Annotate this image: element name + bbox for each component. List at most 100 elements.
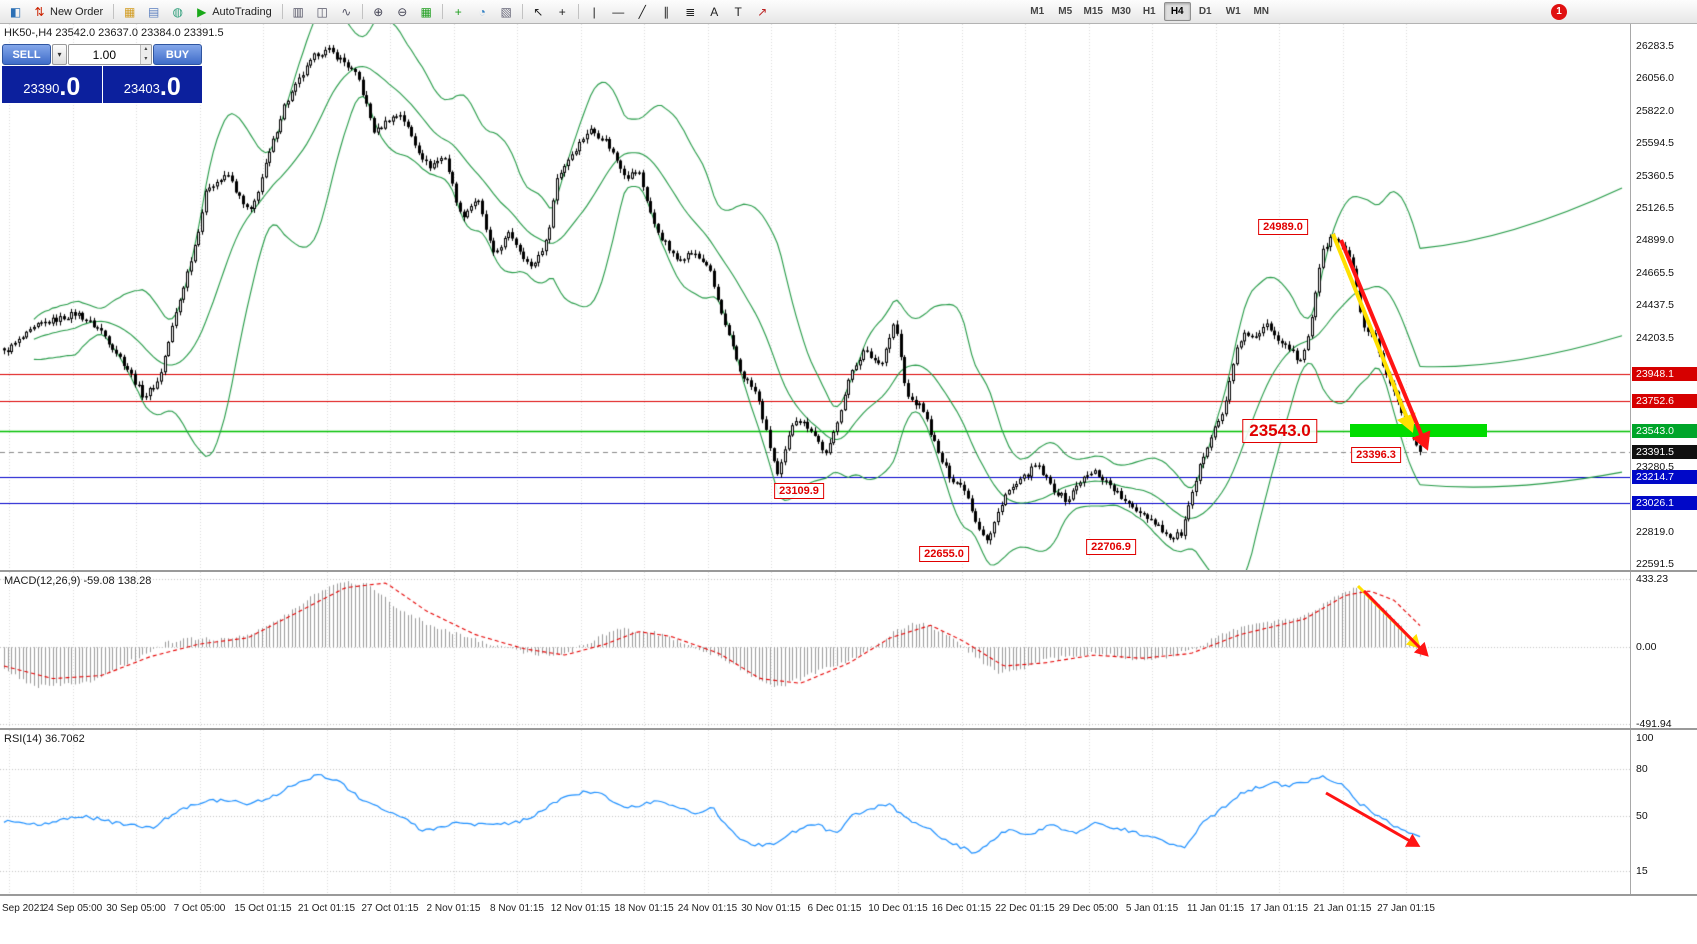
macd-canvas[interactable]	[0, 572, 1630, 728]
rsi-label: RSI(14) 36.7062	[4, 733, 85, 745]
profiles-icon[interactable]: ▤	[142, 2, 165, 22]
buy-price-frac: .0	[159, 73, 181, 101]
rsi-tick: 15	[1636, 864, 1648, 877]
channel-icon[interactable]: ∥	[655, 2, 678, 22]
text-icon: A	[710, 4, 719, 19]
bar-chart-icon[interactable]: ▥	[287, 2, 310, 22]
time-label: 27 Oct 01:15	[361, 903, 419, 914]
timeframe-m15-button[interactable]: M15	[1080, 2, 1107, 21]
fibonacci-icon[interactable]: ≣	[679, 2, 702, 22]
timeframe-m30-button[interactable]: M30	[1108, 2, 1135, 21]
price-chart-canvas[interactable]	[0, 24, 1630, 570]
arrows-icon: ↗	[757, 4, 768, 19]
volume-input[interactable]	[69, 45, 140, 64]
timeframe-toolbar: M1 M5 M15 M30 H1 H4 D1 W1 MN	[1024, 2, 1275, 21]
vertical-line-icon[interactable]: |	[583, 2, 606, 22]
time-label: 21 Jan 01:15	[1313, 903, 1372, 914]
time-label: 30 Sep 05:00	[106, 903, 166, 914]
timeframe-w1-button[interactable]: W1	[1220, 2, 1247, 21]
pane-separator[interactable]	[0, 570, 1697, 572]
buy-price-display[interactable]: 23403.0	[102, 66, 202, 103]
price-tick: 25822.0	[1636, 104, 1674, 117]
time-label: 5 Jan 01:15	[1125, 903, 1179, 914]
trendline-icon[interactable]: ╱	[631, 2, 654, 22]
macd-pane[interactable]: MACD(12,26,9) -59.08 138.28	[0, 572, 1630, 728]
rsi-pane[interactable]: RSI(14) 36.7062	[0, 730, 1630, 894]
templates-icon[interactable]: ▧	[495, 2, 518, 22]
arrows-icon[interactable]: ↗	[751, 2, 774, 22]
time-label: 7 Oct 05:00	[173, 903, 226, 914]
crosshair-icon[interactable]: +	[551, 2, 574, 22]
time-axis[interactable]: Sep 2021 24 Sep 05:00 30 Sep 05:00 7 Oct 05…	[0, 896, 1697, 924]
timeframe-mn-button[interactable]: MN	[1248, 2, 1275, 21]
toolbar-separator	[441, 4, 443, 19]
timeframe-h4-button[interactable]: H4	[1163, 2, 1191, 21]
timeframe-m5-button[interactable]: M5	[1052, 2, 1079, 21]
buy-button[interactable]: BUY	[153, 44, 202, 65]
price-tick: 24437.5	[1636, 299, 1674, 312]
label-icon: T	[734, 4, 742, 19]
rsi-tick: 50	[1636, 809, 1648, 822]
support-zone-highlight[interactable]	[1350, 424, 1487, 437]
time-label: 6 Dec 01:15	[807, 903, 862, 914]
zoom-in-icon: ⊕	[373, 4, 384, 19]
price-tick: 22591.5	[1636, 558, 1674, 571]
time-label: 12 Nov 01:15	[550, 903, 611, 914]
time-label: 22 Dec 01:15	[995, 903, 1055, 914]
tile-windows-icon[interactable]: ▦	[415, 2, 438, 22]
fibonacci-icon: ≣	[685, 4, 696, 19]
price-badge: 23948.1	[1632, 366, 1697, 381]
notifications-badge[interactable]: 1	[1551, 4, 1567, 20]
volume-down-button[interactable]: ▾	[140, 54, 151, 64]
zoom-in-icon[interactable]: ⊕	[367, 2, 390, 22]
time-label: 17 Jan 01:15	[1250, 903, 1308, 914]
zoom-out-icon[interactable]: ⊖	[391, 2, 414, 22]
market-watch-icon[interactable]: ◍	[166, 2, 189, 22]
line-chart-icon[interactable]: ∿	[335, 2, 358, 22]
cursor-icon[interactable]: ↖	[527, 2, 550, 22]
pane-separator[interactable]	[0, 728, 1697, 730]
label-icon[interactable]: T	[727, 2, 750, 22]
templates-icon: ▧	[500, 4, 512, 19]
app-icon[interactable]: ◧	[4, 2, 27, 22]
price-tick: 25126.5	[1636, 202, 1674, 215]
new-order-button-label: New Order	[50, 5, 104, 18]
charts-icon: ▦	[124, 4, 136, 19]
price-badge: 23752.6	[1632, 394, 1697, 409]
price-tick: 26283.5	[1636, 39, 1674, 52]
charts-icon[interactable]: ▦	[118, 2, 141, 22]
tile-windows-icon: ▦	[420, 4, 432, 19]
price-scale[interactable]: 26283.5 26056.0 25822.0 25594.5 25360.5 25126…	[1630, 24, 1697, 570]
macd-tick: 433.23	[1636, 573, 1669, 586]
auto-scroll-icon[interactable]: ◔	[471, 2, 494, 22]
timeframe-d1-button[interactable]: D1	[1192, 2, 1219, 21]
sell-price-display[interactable]: 23390.0	[2, 66, 102, 103]
macd-scale[interactable]: 433.23 0.00 -491.94	[1630, 572, 1697, 730]
indicators-icon[interactable]: +	[447, 2, 470, 22]
volume-up-button[interactable]: ▴	[140, 45, 151, 55]
main-chart-pane[interactable]: HK50-,H4 23542.0 23637.0 23384.0 23391.5	[0, 24, 1630, 570]
time-label: 30 Nov 01:15	[741, 903, 801, 914]
price-badge: 23391.5	[1632, 444, 1697, 459]
price-badge: 23026.1	[1632, 496, 1697, 511]
crosshair-icon: +	[558, 4, 566, 19]
market-watch-icon: ◍	[172, 4, 183, 19]
rsi-canvas[interactable]	[0, 730, 1630, 894]
new-order-button[interactable]: ⇅ New Order	[28, 2, 109, 22]
timeframe-h1-button[interactable]: H1	[1136, 2, 1163, 21]
time-label: 2 Nov 01:15	[426, 903, 481, 914]
pane-separator[interactable]	[0, 894, 1697, 896]
sell-button[interactable]: SELL	[2, 44, 51, 65]
timeframe-m1-button[interactable]: M1	[1024, 2, 1051, 21]
rsi-scale[interactable]: 100 80 50 15	[1630, 730, 1697, 894]
time-label: 10 Dec 01:15	[868, 903, 928, 914]
cursor-icon: ↖	[533, 4, 544, 19]
autotrading-button[interactable]: ▶ AutoTrading	[190, 2, 278, 22]
candlestick-chart-icon[interactable]: ◫	[311, 2, 334, 22]
symbol-ohlc-line: HK50-,H4 23542.0 23637.0 23384.0 23391.5	[4, 27, 224, 39]
toolbar-separator	[361, 4, 363, 19]
horizontal-line-icon[interactable]: —	[607, 2, 630, 22]
text-icon[interactable]: A	[703, 2, 726, 22]
order-type-dropdown[interactable]: ▾	[52, 44, 67, 65]
